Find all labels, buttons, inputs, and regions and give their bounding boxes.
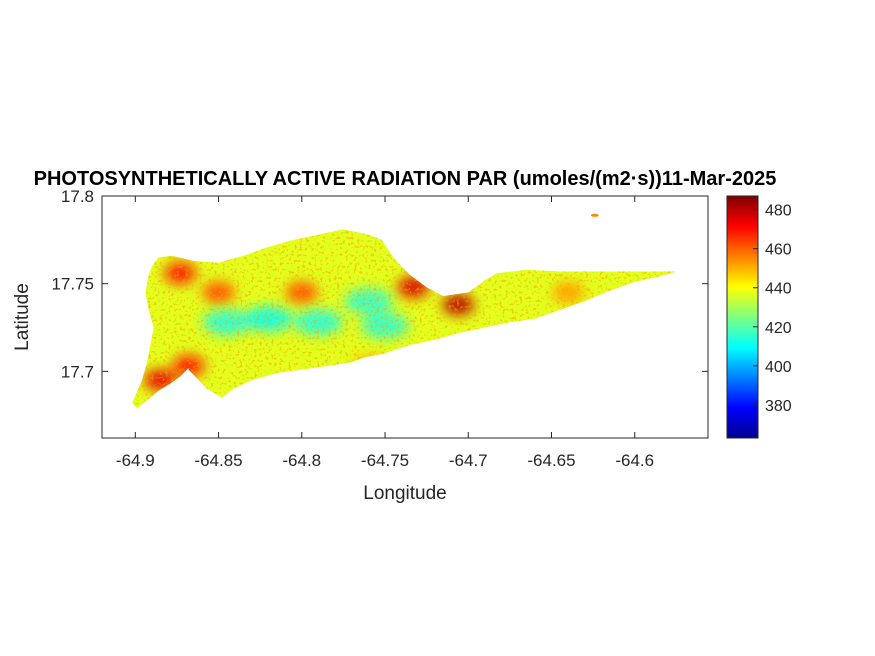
x-axis-ticks: -64.9 -64.85 -64.8 -64.75 -64.7 -64.65 -64.6 [116,196,654,470]
x-tick-label: -64.9 [116,451,155,470]
y-axis-label: Latitude [12,283,33,351]
x-tick-label: -64.7 [449,451,488,470]
colorbar-tick-label: 480 [765,203,792,220]
colorbar-tick-label: 380 [765,398,792,415]
x-tick-label: -64.8 [282,451,321,470]
x-tick-label: -64.6 [615,451,654,470]
x-tick-label: -64.75 [361,451,409,470]
colorbar-gradient [726,195,759,439]
x-tick-label: -64.65 [527,451,575,470]
chart-title: PHOTOSYNTHETICALLY ACTIVE RADIATION PAR … [34,168,777,190]
x-axis-label: Longitude [363,483,446,504]
y-tick-label: 17.8 [61,187,94,206]
colorbar: 380 400 420 440 460 480 [726,195,792,439]
colorbar-tick-label: 440 [765,281,792,298]
colorbar-tick-label: 460 [765,242,792,259]
colorbar-tick-label: 420 [765,320,792,337]
y-axis-ticks: 17.7 17.75 17.8 [51,187,708,381]
y-tick-label: 17.7 [61,362,94,381]
islet [590,213,599,217]
y-tick-label: 17.75 [51,275,94,294]
colorbar-ticks: 380 400 420 440 460 480 [753,203,792,415]
colorbar-tick-label: 400 [765,359,792,376]
x-tick-label: -64.85 [194,451,242,470]
